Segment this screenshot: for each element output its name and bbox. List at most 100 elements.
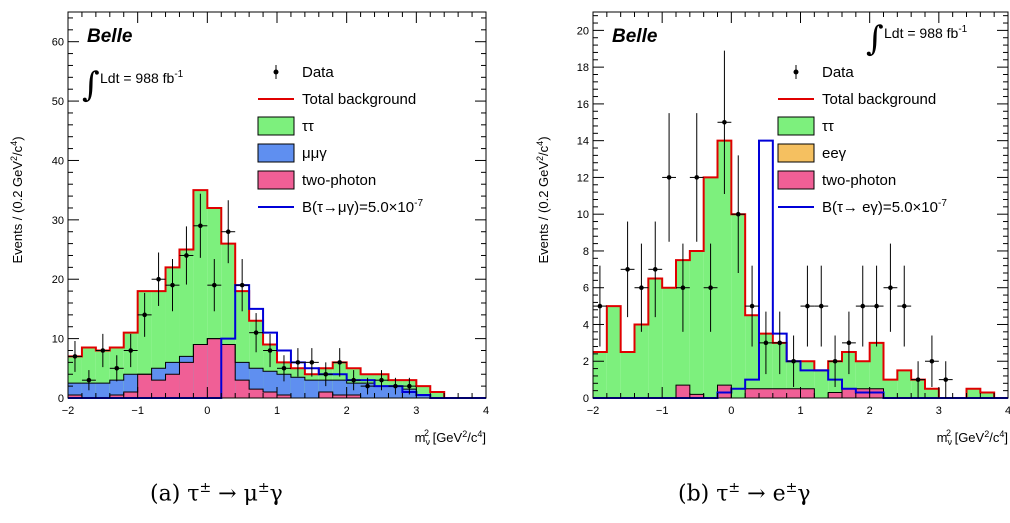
legend-label: Data (822, 64, 854, 81)
data-point (634, 243, 649, 332)
data-point (759, 311, 773, 375)
twophoton-bar (235, 380, 250, 398)
y-tick-label: 60 (52, 37, 64, 49)
tautau-bar (897, 370, 912, 398)
y-tick-label: 16 (577, 99, 589, 111)
other-bar (95, 383, 110, 398)
data-point (360, 377, 375, 395)
y-tick-label: 50 (52, 96, 64, 108)
x-tick-label: 2 (344, 405, 350, 417)
integral-sign-icon: ∫ (82, 65, 100, 105)
other-bar (374, 386, 389, 398)
legend-label: two-photon (822, 172, 896, 189)
data-point (123, 333, 138, 368)
x-tick-label: 3 (936, 405, 942, 417)
data-point (703, 243, 718, 332)
tautau-bar (731, 214, 746, 398)
data-point (925, 335, 939, 387)
legend: Data Total background ττ μμγ two-photon B(τ→μ… (257, 64, 423, 216)
y-axis-label: Events / (0.2 GeV2/c4) (535, 136, 551, 263)
twophoton-bar (318, 392, 333, 398)
data-point (938, 361, 953, 398)
data-point (263, 333, 277, 368)
legend-item-signal: B(τ→μγ)=5.0×10-7 (258, 198, 423, 216)
legend-item-twophoton: two-photon (777, 170, 896, 190)
y-tick-label: 20 (577, 25, 589, 37)
data-point (304, 348, 319, 377)
data-point (814, 265, 829, 347)
tautau-bar (620, 352, 635, 398)
luminosity-label: Ldt = 988 fb-1 (100, 69, 184, 86)
data-point (620, 221, 635, 318)
tautau-bar (648, 278, 663, 398)
data-point (689, 113, 704, 242)
data-point (842, 311, 856, 375)
twophoton-bar (842, 388, 856, 398)
twophoton-bar (151, 380, 166, 398)
belle-tag: Belle (612, 26, 658, 47)
twophoton-bar (249, 389, 264, 398)
x-tick-label: 4 (483, 405, 489, 417)
legend-item-other: eeγ (777, 143, 847, 163)
legend-label: B(τ→ eγ)=5.0×10-7 (822, 198, 947, 216)
data-point (648, 221, 663, 318)
data-point (318, 362, 333, 387)
y-tick-label: 30 (52, 215, 64, 227)
tautau-bar (606, 306, 621, 398)
legend-label: Total background (302, 91, 416, 108)
other-bar (290, 377, 305, 398)
data-point (95, 333, 110, 368)
legend-item-twophoton: two-photon (257, 170, 376, 190)
legend-label: B(τ→μγ)=5.0×10-7 (302, 198, 423, 216)
data-point (911, 361, 925, 398)
data-point (137, 292, 152, 337)
legend-label: eeγ (822, 145, 847, 162)
legend-label: μμγ (302, 145, 327, 162)
legend-label: Data (302, 64, 334, 81)
x-tick-label: −2 (62, 405, 75, 417)
x-axis-label: mν2 [GeV2/c4] (415, 428, 486, 447)
other-bar (81, 383, 96, 398)
data-point (109, 355, 124, 382)
data-point (786, 335, 801, 387)
x-tick-label: −1 (131, 405, 144, 417)
y-tick-label: 2 (583, 356, 589, 368)
twophoton-bar (676, 385, 690, 398)
data-point (869, 265, 884, 347)
data-point (207, 259, 222, 312)
other-bar (304, 380, 319, 398)
y-tick-label: 0 (58, 393, 64, 405)
legend-item-other: μμγ (257, 143, 327, 163)
data-point (332, 348, 347, 377)
data-point (346, 370, 361, 391)
y-tick-label: 40 (52, 155, 64, 167)
legend-label: Total background (822, 91, 936, 108)
x-tick-label: 2 (867, 405, 873, 417)
data-point (388, 377, 403, 395)
data-point (290, 348, 305, 377)
legend-label: two-photon (302, 172, 376, 189)
tautau-bar (966, 388, 981, 398)
x-tick-label: −2 (587, 405, 600, 417)
x-tick-label: 0 (204, 405, 210, 417)
twophoton-bar (263, 392, 277, 398)
data-point (731, 155, 746, 274)
legend-item-tautau: ττ (777, 116, 834, 136)
x-tick-label: 4 (1005, 405, 1010, 417)
total-background-line (68, 189, 486, 399)
caption-b: (b) τ± → e±γ (678, 480, 811, 507)
legend-item-total: Total background (258, 91, 416, 108)
x-tick-label: 3 (413, 405, 419, 417)
twophoton-bar (277, 395, 291, 398)
twophoton-bar (772, 388, 787, 398)
data-point (81, 370, 96, 391)
twophoton-bar (346, 395, 361, 398)
data-point (374, 370, 389, 391)
data-point (800, 265, 815, 347)
data-point (179, 226, 194, 285)
tautau-bar (593, 352, 607, 398)
other-bar (109, 380, 124, 398)
y-tick-label: 18 (577, 62, 589, 74)
data-point (897, 265, 912, 347)
